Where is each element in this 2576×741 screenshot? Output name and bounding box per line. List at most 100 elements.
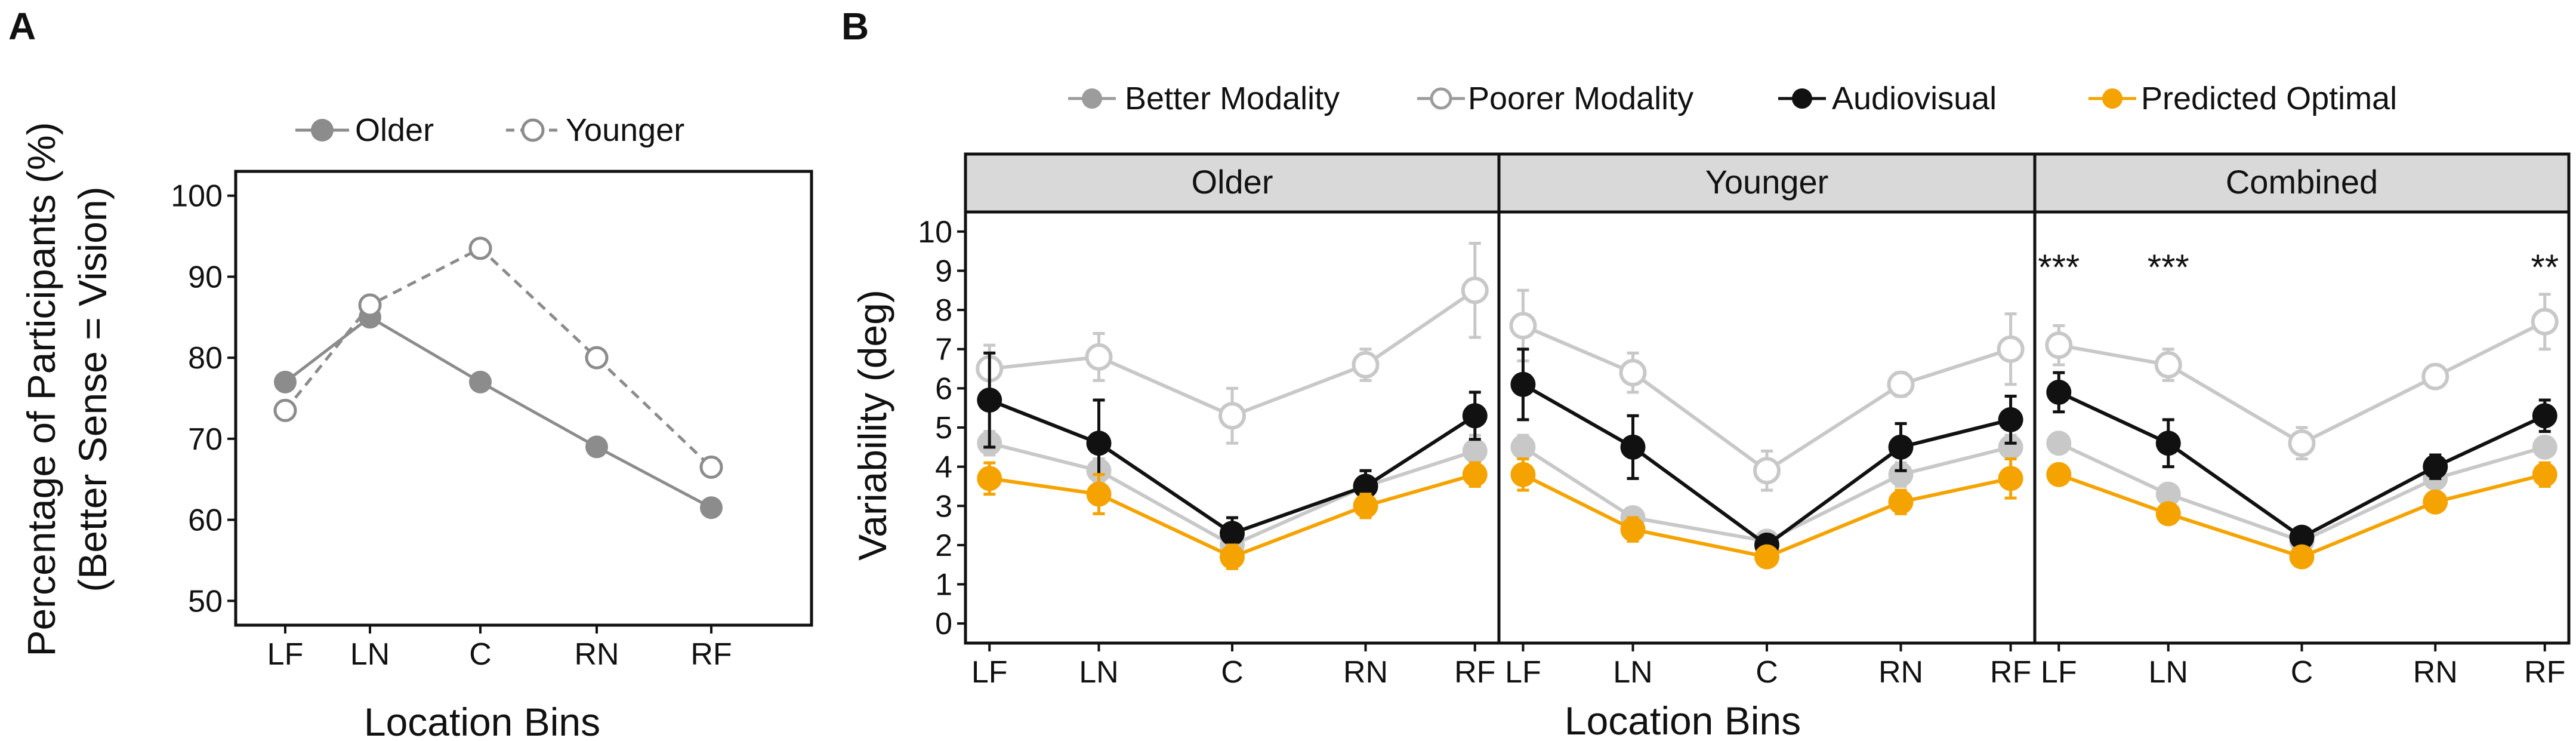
facet-younger-predicted-optimal-point-RN — [1888, 489, 1914, 515]
facet-combined-audiovisual-point-LF — [2046, 379, 2072, 405]
facet-younger-poorer-modality-point-LF — [1509, 312, 1537, 340]
facet-younger-audiovisual-point-LN — [1620, 434, 1646, 460]
facet-older-poorer-modality-point-RF — [1461, 276, 1489, 305]
legend-younger-marker — [521, 118, 545, 142]
y-tick-label-100: 100 — [171, 179, 223, 214]
facet-older-x-tick-label-LF: LF — [971, 655, 1008, 690]
facet-older-audiovisual-point-LN — [1086, 431, 1112, 456]
point-younger-C — [468, 236, 492, 260]
facet-younger-poorer-modality-point-C — [1753, 457, 1781, 485]
legend-better-marker — [1082, 88, 1102, 109]
panel-b-x-axis-title: Location Bins — [1565, 699, 1801, 741]
facet-younger-predicted-optimal-point-LN — [1620, 516, 1646, 542]
facet-younger-x-tick-label-C: C — [1756, 655, 1778, 690]
panel-a-x-axis-title: Location Bins — [364, 700, 600, 741]
facet-older-x-tick-label-LN: LN — [1079, 655, 1118, 690]
b-y-tick-label-5: 5 — [935, 411, 952, 445]
facet-combined-audiovisual-point-LN — [2155, 431, 2181, 456]
facet-younger-poorer-modality-point-LN — [1619, 359, 1647, 387]
facet-younger-audiovisual-point-RF — [1998, 407, 2023, 432]
point-younger-LF — [273, 398, 297, 422]
legend-optimal-label: Predicted Optimal — [2141, 81, 2397, 116]
facet-older-x-tick-label-RN: RN — [1343, 655, 1388, 690]
facet-older-audiovisual-point-LF — [977, 388, 1002, 413]
x-tick-label-C: C — [469, 637, 492, 672]
point-older-RF — [700, 496, 723, 519]
legend-optimal-marker — [2102, 88, 2122, 109]
legend-audiovisual-marker — [1792, 88, 1812, 109]
facet-younger-predicted-optimal-point-C — [1754, 544, 1779, 570]
x-tick-label-RN: RN — [574, 637, 619, 672]
legend-older-label: Older — [355, 112, 434, 148]
panel-a-letter: A — [8, 5, 36, 48]
b-y-tick-label-2: 2 — [935, 528, 952, 563]
facet-younger-predicted-optimal-point-LF — [1510, 462, 1536, 487]
facet-combined-better-modality-point-LF — [2046, 431, 2072, 456]
facet-combined-audiovisual-point-C — [2289, 524, 2315, 550]
facet-combined-poorer-modality-point-RF — [2531, 308, 2559, 336]
facet-combined-poorer-modality-point-LF — [2045, 331, 2073, 359]
facet-combined-significance-LF: *** — [2038, 247, 2080, 287]
x-tick-label-LF: LF — [267, 637, 304, 672]
facet-younger-predicted-optimal-point-RF — [1998, 466, 2023, 491]
facet-younger-x-tick-label-RN: RN — [1878, 655, 1923, 690]
point-older-C — [469, 370, 492, 393]
facet-younger-poorer-modality-point-RN — [1887, 370, 1915, 398]
facet-combined-predicted-optimal-point-RN — [2423, 489, 2448, 515]
facet-combined-poorer-modality-point-C — [2288, 429, 2316, 457]
series-younger-line — [284, 246, 712, 469]
facet-combined-audiovisual-line — [2058, 391, 2546, 540]
facet-younger-poorer-modality-point-RF — [1997, 335, 2025, 363]
facet-older-poorer-modality-point-RN — [1352, 350, 1380, 379]
y-tick-label-90: 90 — [188, 260, 223, 294]
point-younger-RN — [585, 346, 609, 370]
y-tick-label-60: 60 — [188, 503, 223, 538]
panel-a-y-axis-title-line1: Percentage of Participants (%) — [19, 122, 63, 656]
panel-a-y-axis-title-line2: (Better Sense = Vision) — [70, 186, 115, 592]
x-tick-label-RF: RF — [690, 637, 732, 672]
y-tick-label-80: 80 — [188, 341, 223, 376]
b-y-tick-label-1: 1 — [935, 568, 952, 602]
facet-younger-audiovisual-point-RN — [1888, 434, 1914, 460]
panel-b-y-axis-title: Variability (deg) — [850, 290, 894, 561]
facet-older-predicted-optimal-point-RN — [1353, 493, 1378, 519]
facet-combined-audiovisual-point-RF — [2532, 403, 2558, 429]
facet-younger-poorer-modality-line — [1522, 324, 2012, 473]
facet-combined-poorer-modality-point-LN — [2154, 350, 2182, 379]
facet-combined-x-tick-label-LF: LF — [2041, 655, 2077, 690]
facet-older-x-tick-label-C: C — [1221, 655, 1244, 690]
facet-combined-predicted-optimal-point-LN — [2155, 501, 2181, 527]
facet-older-audiovisual-point-C — [1220, 521, 1245, 546]
b-y-tick-label-8: 8 — [935, 293, 952, 328]
facet-combined-x-tick-label-RN: RN — [2413, 655, 2458, 690]
series-older-line — [284, 315, 712, 509]
facet-older-predicted-optimal-point-LN — [1086, 481, 1112, 507]
facet-younger-x-tick-label-LF: LF — [1505, 655, 1541, 690]
facet-older-poorer-modality-point-LN — [1085, 343, 1113, 371]
panel-a-frame — [234, 170, 813, 627]
facet-combined-audiovisual-point-RN — [2423, 454, 2448, 479]
facet-older-better-modality-point-RF — [1462, 438, 1488, 464]
facet-combined-poorer-modality-point-RN — [2421, 362, 2449, 391]
facet-older-poorer-modality-point-C — [1218, 402, 1246, 430]
facet-combined-better-modality-point-RF — [2532, 434, 2558, 460]
b-y-tick-label-7: 7 — [935, 333, 952, 367]
facet-younger-x-tick-label-RF: RF — [1990, 655, 2031, 690]
legend-poorer-label: Poorer Modality — [1468, 81, 1693, 116]
legend-better-label: Better Modality — [1125, 81, 1340, 116]
facet-older-audiovisual-point-RN — [1353, 473, 1378, 499]
legend-older-marker — [311, 119, 334, 142]
panel-a-plot: 50 60 70 80 90 100 LF LN C RN RF — [171, 170, 813, 672]
point-younger-LN — [358, 293, 382, 317]
facet-combined-x-tick-label-C: C — [2291, 655, 2313, 690]
facet-older-audiovisual-point-RF — [1462, 403, 1488, 429]
x-tick-label-LN: LN — [350, 637, 390, 672]
b-y-tick-label-6: 6 — [935, 371, 952, 406]
facet-combined-significance-RF: ** — [2531, 247, 2559, 287]
facet-younger-better-modality-point-RN — [1888, 462, 1914, 487]
panel-b-letter: B — [841, 5, 869, 48]
facet-older-predicted-optimal-point-RF — [1462, 462, 1488, 487]
facet-combined-better-modality-point-LN — [2155, 481, 2181, 507]
facet-younger-audiovisual-point-LF — [1510, 371, 1536, 397]
